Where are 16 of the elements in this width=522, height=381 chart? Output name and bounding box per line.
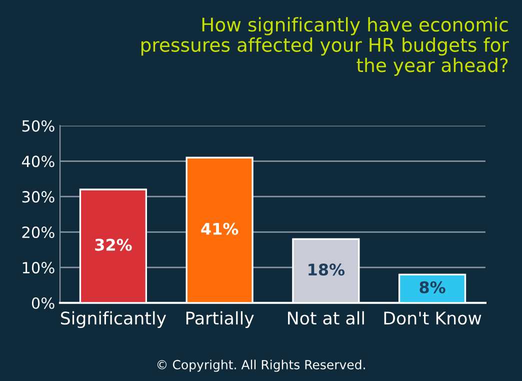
chart-title: How significantly have economic pressures affected your HR budgets for the year ahead? <box>141 17 509 76</box>
y-tick-label: 40% <box>22 156 54 168</box>
y-tick-label: 20% <box>22 226 54 238</box>
data-label: 8% <box>420 281 446 294</box>
y-tick-label: 10% <box>22 262 54 274</box>
y-tick-label: 0% <box>32 297 54 309</box>
y-tick-label: 30% <box>22 191 54 203</box>
text: © Copyright. All Rights Reserved. <box>157 360 365 372</box>
data-label: 41% <box>201 222 238 235</box>
x-tick-label: Not at all <box>288 311 364 325</box>
data-label: 18% <box>308 264 345 276</box>
x-tick-label: Don't Know <box>384 312 482 325</box>
x-tick-label: Significantly <box>60 311 166 328</box>
y-tick-label: 50% <box>22 120 54 132</box>
x-tick-label: Partially <box>186 311 254 328</box>
data-label: 32% <box>95 238 132 251</box>
